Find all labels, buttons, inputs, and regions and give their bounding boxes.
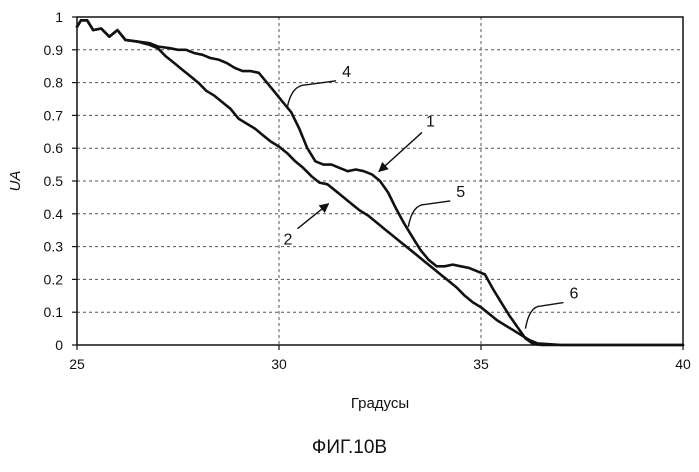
x-tick-label: 30 (271, 356, 287, 372)
annotations: 1 2 4 5 6 (284, 64, 579, 329)
y-tick-label: 0.7 (44, 107, 64, 123)
x-tick-label: 40 (675, 356, 691, 372)
annotation-leader (287, 81, 336, 109)
annotation-arrow (298, 204, 329, 229)
annotation-label: 1 (426, 113, 435, 130)
y-tick-label: 0.6 (44, 140, 64, 156)
y-tick-label: 0 (55, 337, 63, 353)
annotation-label: 4 (342, 64, 351, 81)
annotation-label: 2 (284, 232, 293, 249)
y-tick-label: 0.1 (44, 304, 64, 320)
annotation-arrow (379, 132, 422, 171)
series-group (77, 20, 683, 345)
y-tick-label: 0.8 (44, 75, 64, 91)
y-tick-label: 0.4 (44, 206, 64, 222)
x-tick-label: 35 (473, 356, 489, 372)
y-tick-label: 0.9 (44, 42, 64, 58)
x-tick-label: 25 (69, 356, 85, 372)
y-axis-label: UA (7, 171, 24, 192)
y-tick-label: 0.3 (44, 239, 64, 255)
series-line-1 (77, 20, 683, 345)
chart: 00.10.20.30.40.50.60.70.80.9125303540 12… (0, 0, 699, 430)
y-tick-label: 0.5 (44, 173, 64, 189)
annotation-label: 6 (569, 286, 578, 303)
y-tick-label: 0.2 (44, 271, 64, 287)
annotation-label: 5 (456, 184, 465, 201)
annotation-leader (525, 303, 563, 329)
y-tick-label: 1 (55, 9, 63, 25)
x-axis-label: Градусы (351, 395, 409, 412)
ticks: 00.10.20.30.40.50.60.70.80.9125303540 (44, 9, 691, 372)
figure-caption: ФИГ.10В (0, 437, 699, 459)
